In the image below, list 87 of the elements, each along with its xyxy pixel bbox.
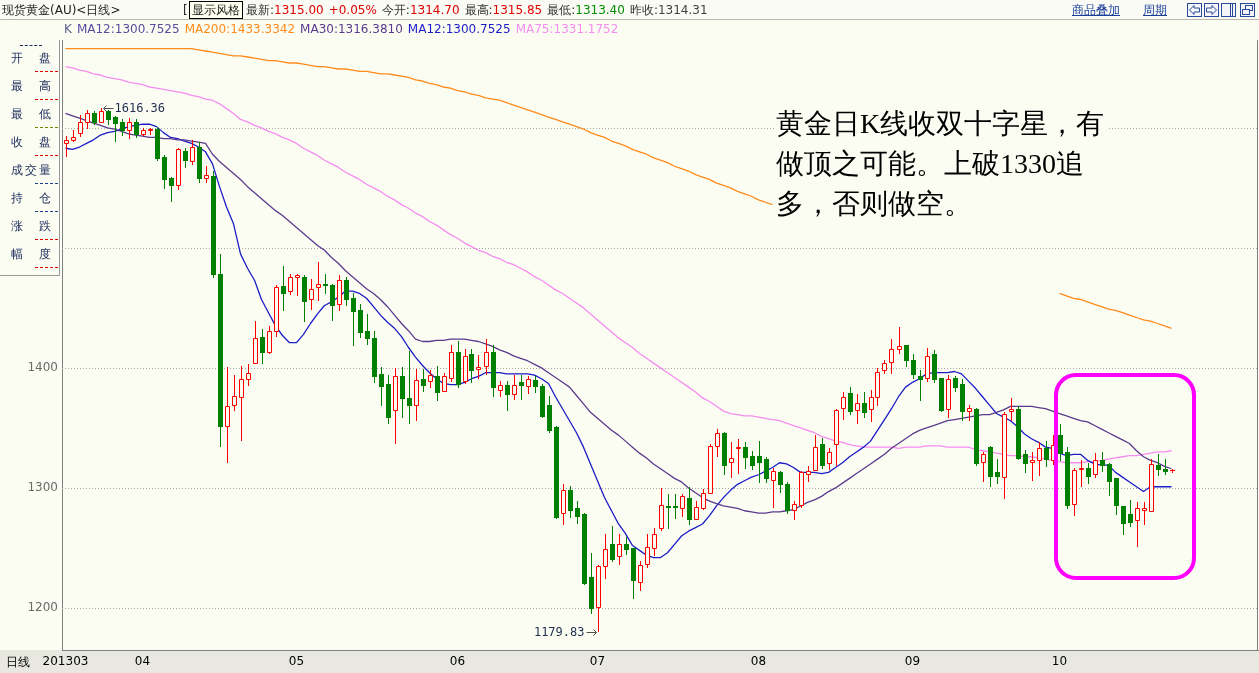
text: K	[64, 22, 72, 36]
annotation: 黄金日K线收双十字星，有做顶之可能。上破1330追多，否则做空。	[776, 104, 1108, 224]
series-label: MA200:1433.3342	[184, 22, 296, 36]
candlestick	[1107, 462, 1112, 497]
annotation: 1179.83	[533, 624, 585, 639]
text: MA75:1331.1752	[515, 22, 619, 36]
candlestick	[400, 366, 405, 419]
text: 收盘	[11, 135, 51, 149]
text: 开盘	[11, 51, 51, 65]
candlestick	[169, 176, 174, 203]
candlestick	[1023, 449, 1028, 474]
candlestick	[330, 283, 335, 322]
x-tick-label: 04	[134, 654, 151, 669]
candlestick	[358, 303, 363, 339]
text: 昨收:1314.31	[629, 3, 708, 17]
x-tick-label: 07	[589, 654, 606, 669]
text: MA12:1300.7525	[76, 22, 180, 36]
candlestick	[995, 458, 1000, 485]
x-tick-label: 10	[1051, 654, 1068, 669]
text: 最高	[11, 79, 51, 93]
candlestick	[911, 353, 916, 380]
x-tick-label: 08	[750, 654, 767, 669]
candlestick	[344, 276, 349, 307]
y-tick-label: 1200	[27, 599, 58, 614]
candlestick	[1128, 499, 1133, 528]
x-tick-label: 06	[449, 654, 466, 669]
text: 最新:1315.00	[246, 3, 324, 17]
candlestick	[743, 441, 748, 470]
candlestick	[918, 369, 923, 402]
y-tick-label: 1300	[27, 479, 58, 494]
candlestick	[435, 365, 440, 402]
text: +0.05%	[328, 3, 377, 17]
text: 最低	[11, 107, 51, 121]
candlestick	[1058, 423, 1063, 462]
candlestick	[162, 154, 167, 190]
text: 幅度	[11, 247, 51, 261]
candlestick	[575, 500, 580, 525]
candlestick	[764, 456, 769, 484]
x-tick-label: 05	[288, 654, 305, 669]
text: [	[183, 3, 188, 17]
text: 日线	[6, 655, 30, 669]
candlestick	[757, 440, 762, 484]
style-button: 显示风格	[189, 1, 243, 19]
candlestick	[281, 265, 286, 312]
candlestick	[750, 450, 755, 471]
candlestick	[351, 292, 356, 347]
candlestick	[421, 368, 426, 393]
candlestick	[610, 525, 615, 563]
candlestick	[379, 366, 384, 407]
text: 涨跌	[11, 219, 51, 233]
candlestick	[1121, 505, 1126, 536]
candlestick	[687, 486, 692, 526]
candlestick	[848, 386, 853, 416]
candlestick	[673, 493, 678, 520]
candlestick	[1100, 451, 1105, 473]
candlestick	[1044, 440, 1049, 468]
chart-title: 现货黄金(AU)<日线>	[2, 3, 121, 17]
candlestick	[505, 380, 510, 412]
text: 商品叠加	[1072, 3, 1120, 17]
candlestick	[183, 147, 188, 169]
candlestick	[407, 350, 412, 425]
text: MA12:1300.7525	[407, 22, 511, 36]
y-tick-label: 1400	[27, 359, 58, 374]
candlestick	[323, 273, 328, 295]
candlestick	[260, 328, 265, 365]
text: 最高:1315.85	[464, 3, 543, 17]
text: 今开:1314.70	[381, 3, 460, 17]
candlestick	[568, 485, 573, 519]
text: 持仓	[11, 191, 51, 205]
text: 最低:1313.40	[547, 3, 625, 17]
candlestick	[519, 374, 524, 401]
candlestick	[1156, 453, 1161, 477]
x-tick-label: 201303	[42, 654, 89, 669]
candlestick	[134, 118, 139, 139]
candlestick	[862, 391, 867, 419]
candlestick	[820, 437, 825, 470]
candlestick	[666, 493, 671, 530]
x-tick-label: 09	[904, 654, 921, 669]
candlestick	[1086, 462, 1091, 485]
text: 周期	[1143, 3, 1167, 17]
candlestick	[469, 348, 474, 384]
text: 成交量	[11, 163, 51, 177]
candlestick	[778, 470, 783, 494]
candlestick	[113, 115, 118, 143]
candlestick	[365, 313, 370, 346]
text: MA30:1316.3810	[300, 22, 403, 36]
annotation: 1616.36	[114, 100, 166, 115]
